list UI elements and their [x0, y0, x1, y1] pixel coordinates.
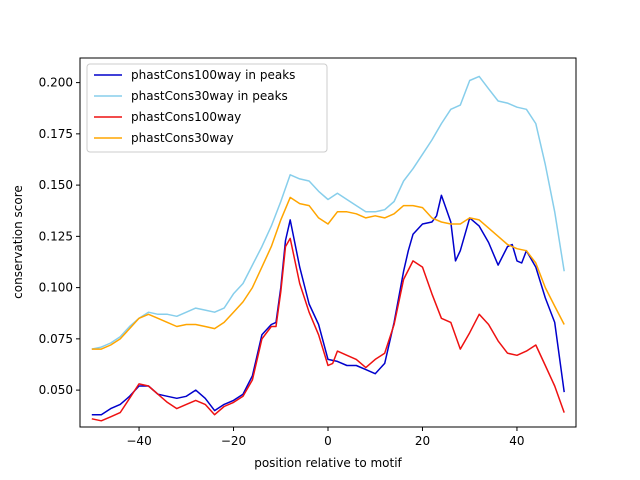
series-line-2: [91, 237, 565, 422]
y-tick-label-5: 0.175: [39, 127, 73, 141]
legend: phastCons100way in peaks phastCons30way i…: [86, 63, 328, 153]
x-tick-label-4: 40: [509, 434, 524, 448]
series-line-3: [91, 196, 565, 350]
y-tick-label-3: 0.125: [39, 229, 73, 243]
x-tick-label-2: 0: [324, 434, 332, 448]
x-tick-label-0: −40: [126, 434, 151, 448]
legend-label-1: phastCons30way in peaks: [131, 89, 288, 103]
y-tick-label-2: 0.100: [39, 281, 73, 295]
x-tick-label-3: 20: [415, 434, 430, 448]
y-axis-label: conservation score: [11, 185, 25, 299]
legend-label-3: phastCons30way: [131, 131, 234, 145]
y-tick-label-4: 0.150: [39, 178, 73, 192]
series-layer: [91, 75, 565, 422]
y-axis: 0.050 0.075 0.100 0.125 0.150 0.175 0.200: [39, 76, 80, 397]
y-tick-label-1: 0.075: [39, 332, 73, 346]
series-line-1: [91, 75, 565, 350]
y-tick-label-0: 0.050: [39, 383, 73, 397]
y-tick-label-6: 0.200: [39, 76, 73, 90]
legend-frame: [86, 63, 328, 153]
series-line-0: [91, 194, 565, 416]
legend-label-2: phastCons100way: [131, 110, 241, 124]
legend-label-0: phastCons100way in peaks: [131, 68, 295, 82]
x-tick-label-1: −20: [221, 434, 246, 448]
x-axis: −40 −20 0 20 40: [126, 427, 525, 448]
x-axis-label: position relative to motif: [254, 456, 402, 470]
